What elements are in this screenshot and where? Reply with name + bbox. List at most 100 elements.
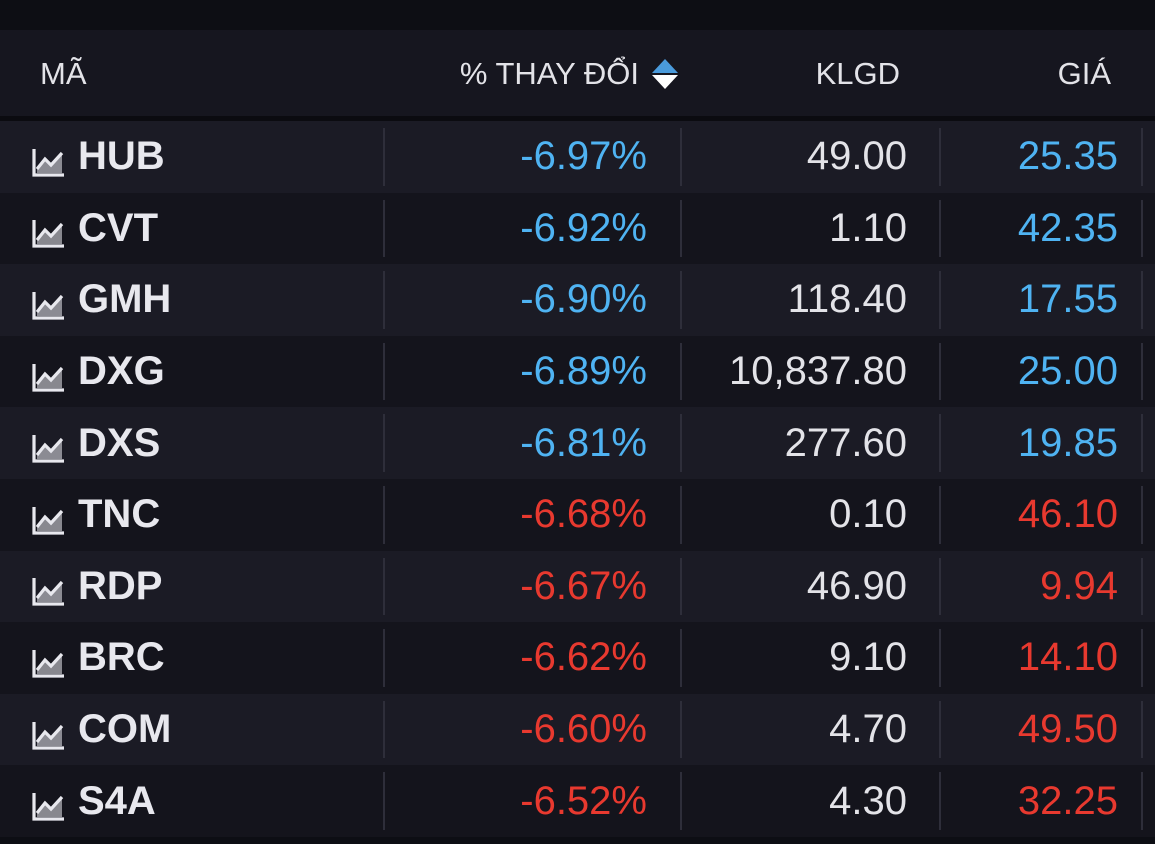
symbol-label: S4A: [78, 778, 156, 823]
symbol-cell[interactable]: GMH: [32, 264, 171, 336]
price-cell: 42.35: [1017, 205, 1118, 250]
symbol-cell[interactable]: CVT: [32, 193, 158, 265]
column-divider: [939, 485, 941, 544]
symbol-label: COM: [78, 707, 172, 752]
column-divider: [680, 128, 682, 186]
symbol-cell[interactable]: COM: [32, 694, 171, 766]
column-divider: [680, 342, 682, 401]
column-divider: [680, 485, 682, 544]
price-cell: 25.35: [1017, 134, 1118, 179]
change-cell: -6.92%: [520, 205, 647, 250]
volume-cell: 118.40: [787, 277, 907, 322]
column-divider: [680, 199, 682, 258]
column-divider: [383, 485, 385, 544]
table-row[interactable]: HUB -6.97% 49.00 25.35: [0, 121, 1155, 193]
change-cell: -6.81%: [520, 420, 647, 465]
chart-icon[interactable]: [32, 285, 66, 320]
sort-up-down-icon[interactable]: [651, 56, 679, 92]
symbol-label: GMH: [78, 277, 172, 322]
column-divider: [383, 342, 385, 401]
column-divider: [680, 557, 682, 616]
symbol-label: CVT: [78, 205, 158, 250]
volume-cell: 277.60: [784, 420, 907, 465]
column-header-change[interactable]: % THAY ĐỔI: [460, 56, 679, 92]
column-divider: [939, 557, 941, 616]
column-header-symbol[interactable]: MÃ: [40, 56, 87, 91]
chart-icon[interactable]: [32, 786, 66, 821]
price-cell: 32.25: [1017, 778, 1118, 823]
change-cell: -6.97%: [520, 134, 647, 179]
stock-table-body: HUB -6.97% 49.00 25.35 CVT -6.92% 1.10 42.35 GMH…: [0, 121, 1155, 837]
column-divider: [1141, 700, 1143, 759]
column-divider: [1141, 557, 1143, 616]
volume-cell: 10,837.80: [729, 349, 907, 394]
column-divider: [1141, 629, 1143, 687]
column-divider: [680, 414, 682, 472]
column-header-change-label: % THAY ĐỔI: [459, 56, 639, 91]
change-cell: -6.67%: [520, 563, 647, 608]
table-row[interactable]: S4A -6.52% 4.30 32.25: [0, 765, 1155, 837]
price-cell: 49.50: [1017, 707, 1118, 752]
chart-icon[interactable]: [32, 213, 66, 248]
column-divider: [680, 629, 682, 687]
column-divider: [383, 414, 385, 472]
table-row[interactable]: GMH -6.90% 118.40 17.55: [0, 264, 1155, 336]
column-divider: [939, 199, 941, 258]
symbol-cell[interactable]: DXS: [32, 407, 160, 479]
symbol-label: RDP: [78, 563, 163, 608]
change-cell: -6.68%: [520, 492, 647, 537]
column-header-price[interactable]: GIÁ: [1057, 56, 1111, 91]
symbol-label: TNC: [78, 492, 161, 537]
column-divider: [1141, 128, 1143, 186]
volume-cell: 9.10: [829, 635, 907, 680]
chart-icon[interactable]: [32, 428, 66, 463]
table-row[interactable]: BRC -6.62% 9.10 14.10: [0, 622, 1155, 694]
volume-cell: 46.90: [806, 563, 907, 608]
table-row[interactable]: CVT -6.92% 1.10 42.35: [0, 192, 1155, 265]
column-divider: [680, 700, 682, 759]
table-row[interactable]: COM -6.60% 4.70 49.50: [0, 693, 1155, 766]
column-header-volume[interactable]: KLGD: [815, 56, 900, 91]
column-divider: [1141, 485, 1143, 544]
change-cell: -6.89%: [520, 349, 647, 394]
price-cell: 19.85: [1017, 420, 1118, 465]
top-bar: [0, 0, 1155, 30]
change-cell: -6.52%: [520, 778, 647, 823]
table-header: MÃ % THAY ĐỔI KLGD GIÁ: [0, 30, 1155, 116]
symbol-cell[interactable]: TNC: [32, 479, 160, 551]
column-divider: [383, 557, 385, 616]
header-divider: [0, 116, 1155, 121]
chart-icon[interactable]: [32, 357, 66, 392]
table-row[interactable]: RDP -6.67% 46.90 9.94: [0, 550, 1155, 623]
column-divider: [1141, 414, 1143, 472]
price-cell: 17.55: [1017, 277, 1118, 322]
chart-icon[interactable]: [32, 142, 66, 177]
symbol-cell[interactable]: S4A: [32, 765, 156, 837]
column-divider: [1141, 772, 1143, 830]
symbol-cell[interactable]: HUB: [32, 121, 165, 193]
column-divider: [680, 271, 682, 329]
table-row[interactable]: DXS -6.81% 277.60 19.85: [0, 407, 1155, 479]
volume-cell: 4.70: [829, 707, 907, 752]
price-cell: 9.94: [1040, 563, 1118, 608]
price-cell: 46.10: [1017, 492, 1118, 537]
table-row[interactable]: TNC -6.68% 0.10 46.10: [0, 478, 1155, 551]
table-row[interactable]: DXG -6.89% 10,837.80 25.00: [0, 335, 1155, 408]
symbol-label: DXG: [78, 349, 165, 394]
chart-icon[interactable]: [32, 715, 66, 750]
price-cell: 25.00: [1017, 349, 1118, 394]
column-divider: [383, 700, 385, 759]
change-cell: -6.60%: [520, 707, 647, 752]
symbol-cell[interactable]: RDP: [32, 551, 162, 623]
symbol-label: BRC: [78, 635, 165, 680]
chart-icon[interactable]: [32, 500, 66, 535]
change-cell: -6.62%: [520, 635, 647, 680]
volume-cell: 49.00: [806, 134, 907, 179]
symbol-cell[interactable]: BRC: [32, 622, 165, 694]
column-divider: [383, 629, 385, 687]
column-divider: [383, 271, 385, 329]
chart-icon[interactable]: [32, 643, 66, 678]
symbol-cell[interactable]: DXG: [32, 336, 165, 408]
chart-icon[interactable]: [32, 571, 66, 606]
column-divider: [939, 128, 941, 186]
